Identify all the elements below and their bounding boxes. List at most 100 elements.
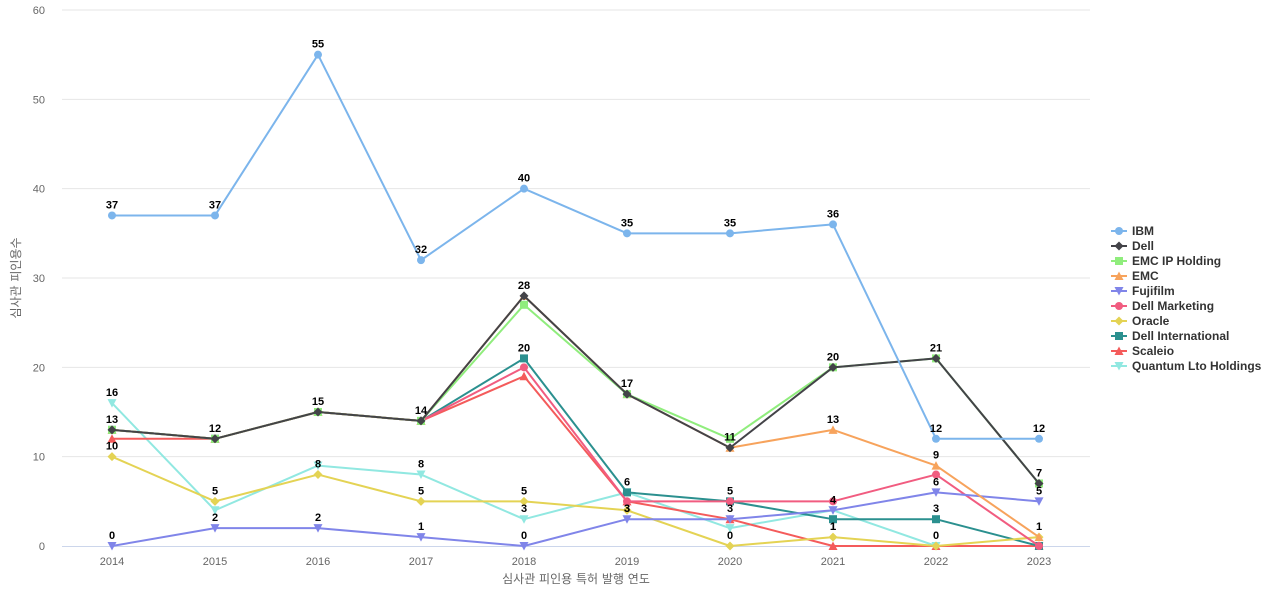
data-point — [416, 416, 426, 426]
data-point — [623, 497, 631, 506]
y-tick-label: 40 — [33, 184, 45, 196]
data-point — [416, 533, 426, 542]
data-label: 3 — [624, 503, 630, 515]
series-dell-international — [108, 354, 1043, 550]
data-label: 37 — [106, 199, 118, 211]
data-label: 4 — [830, 494, 837, 506]
data-label: 1 — [830, 521, 836, 533]
data-point — [726, 497, 734, 506]
data-point — [622, 389, 632, 399]
legend-item[interactable]: EMC IP Holding — [1111, 254, 1221, 268]
data-label: 55 — [312, 39, 324, 51]
data-label: 12 — [930, 423, 942, 435]
legend-label: Quantum Lto Holdings — [1132, 359, 1262, 373]
data-label: 5 — [727, 485, 733, 497]
legend-marker — [1114, 316, 1124, 326]
data-point — [520, 354, 528, 363]
legend-marker — [1115, 257, 1123, 265]
series-emc-ip-holding — [108, 300, 1043, 488]
data-point — [725, 541, 735, 551]
data-label: 0 — [521, 530, 527, 542]
data-point — [520, 363, 528, 372]
data-label: 5 — [212, 485, 218, 497]
data-label: 35 — [724, 217, 736, 229]
data-label: 3 — [521, 503, 527, 515]
data-point — [931, 541, 941, 551]
data-point — [520, 184, 528, 193]
data-label: 3 — [727, 503, 733, 515]
legend-marker — [1114, 241, 1124, 251]
data-label: 35 — [621, 217, 633, 229]
data-point — [931, 488, 941, 497]
data-label: 36 — [827, 208, 839, 220]
data-label: 17 — [621, 378, 633, 390]
legend-label: Dell International — [1132, 329, 1229, 343]
data-point — [313, 461, 323, 471]
data-label: 2 — [315, 512, 321, 524]
data-label: 5 — [1036, 485, 1042, 497]
series-line — [111, 491, 1040, 547]
series-oracle — [107, 452, 1044, 551]
data-point — [828, 425, 838, 434]
x-axis-ticks: 2014 2015 2016 2017 2018 2019 2020 2021 2022 2023 — [100, 556, 1051, 568]
legend-label: Fujifilm — [1132, 284, 1175, 298]
data-point — [828, 362, 838, 372]
data-label: 7 — [1036, 467, 1042, 479]
data-point — [622, 505, 632, 515]
data-point — [519, 291, 529, 301]
data-label: 40 — [518, 173, 530, 185]
data-point — [1035, 434, 1043, 443]
data-label: 1 — [830, 521, 836, 533]
legend-item[interactable]: Oracle — [1111, 314, 1170, 328]
data-label: 11 — [724, 432, 736, 444]
data-label: 13 — [106, 414, 118, 426]
legend-item[interactable]: Scaleio — [1111, 344, 1174, 358]
y-tick-label: 60 — [33, 5, 45, 17]
data-label: 2 — [212, 512, 218, 524]
data-label: 32 — [415, 244, 427, 256]
series-dell — [107, 291, 1044, 488]
legend-item[interactable]: IBM — [1111, 224, 1154, 238]
data-point — [1034, 532, 1044, 542]
y-tick-label: 0 — [39, 541, 45, 553]
data-label: 12 — [1033, 423, 1045, 435]
data-point — [932, 470, 940, 479]
legend-item[interactable]: Fujifilm — [1111, 284, 1175, 298]
data-point — [313, 407, 323, 417]
data-point — [211, 211, 219, 220]
legend-item[interactable]: Dell — [1111, 239, 1154, 253]
data-point — [931, 461, 941, 470]
data-point — [1034, 478, 1044, 488]
data-point — [726, 229, 734, 238]
legend-item[interactable]: EMC — [1111, 269, 1159, 283]
y-tick-label: 10 — [33, 452, 45, 464]
data-label: 6 — [933, 476, 939, 488]
data-label: 20 — [827, 351, 839, 363]
data-label: 8 — [418, 459, 424, 471]
legend-marker — [1115, 227, 1123, 235]
data-label: 0 — [933, 530, 939, 542]
legend-item[interactable]: Quantum Lto Holdings — [1111, 359, 1262, 373]
data-point — [726, 434, 734, 443]
legend-marker — [1114, 271, 1124, 280]
data-point — [107, 399, 117, 408]
legend-label: Dell Marketing — [1132, 299, 1214, 313]
x-tick-label: 2017 — [409, 556, 433, 568]
data-label: 21 — [930, 342, 942, 354]
legend-item[interactable]: Dell Marketing — [1111, 299, 1214, 313]
series-line — [112, 375, 1039, 547]
data-point — [622, 515, 632, 524]
series-emc — [107, 291, 1044, 542]
x-tick-label: 2021 — [821, 556, 845, 568]
legend-label: Scaleio — [1132, 344, 1174, 358]
data-label: 10 — [106, 441, 118, 453]
data-label: 0 — [109, 530, 115, 542]
x-axis-title: 심사관 피인용 특허 발행 연도 — [502, 571, 650, 586]
legend-item[interactable]: Dell International — [1111, 329, 1229, 343]
data-point — [828, 541, 838, 550]
data-point — [313, 524, 323, 533]
data-point — [107, 542, 117, 551]
series-scaleio — [107, 371, 1044, 550]
